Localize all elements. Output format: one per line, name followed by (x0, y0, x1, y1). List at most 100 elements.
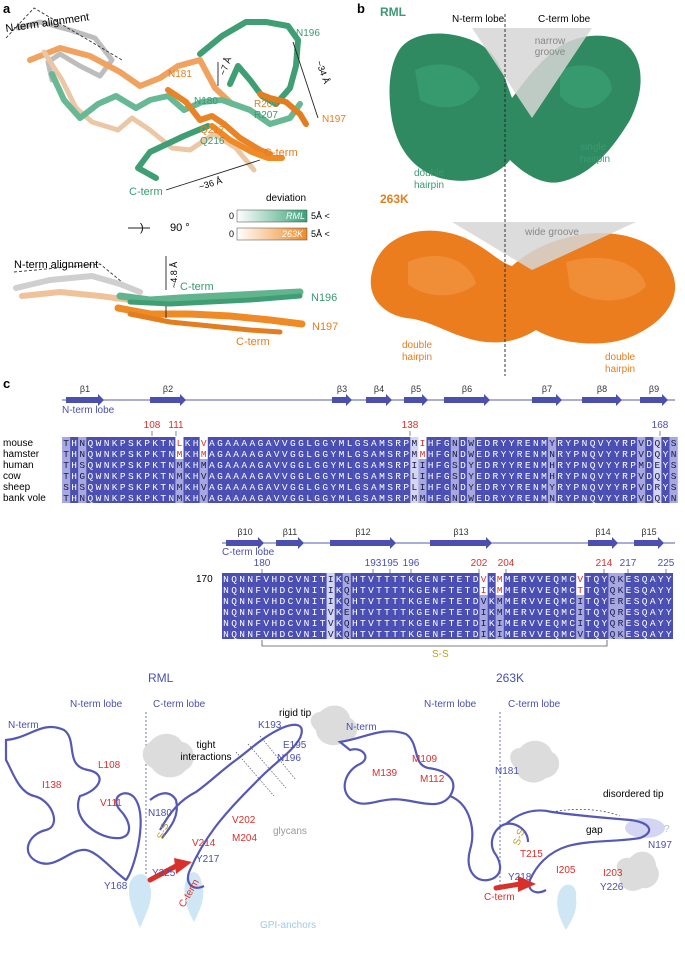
residue-cell: N (168, 460, 174, 471)
k263-hairpin-right-2: hairpin (605, 364, 635, 375)
residue-cell: Q (654, 493, 660, 504)
residue-cell: R (517, 438, 523, 449)
residue-cell: P (144, 471, 150, 482)
row1-strands: β1 β2 β3 β4 β5 β6 β7 β8 β9 (66, 384, 668, 406)
residue-cell: S (387, 460, 393, 471)
rml-ss: S-S (155, 821, 171, 841)
residue-cell: T (585, 618, 591, 629)
residue-cell: N (104, 460, 110, 471)
residue-cell: D (484, 471, 490, 482)
residue-cell: M (505, 585, 511, 596)
residue-cell: N (582, 460, 588, 471)
residue-cell: M (505, 629, 511, 640)
residue-cell: I (328, 574, 334, 585)
residue-cell: P (573, 493, 579, 504)
rml-y168: Y168 (104, 881, 128, 892)
residue-cell: R (521, 618, 527, 629)
residue-cell: T (384, 629, 390, 640)
residue-cell: E (525, 438, 531, 449)
strand-β8: β8 (582, 384, 622, 406)
residue-cell: D (473, 618, 479, 629)
residue-cell: T (392, 574, 398, 585)
residue-cell: N (533, 482, 539, 493)
residue-cell: G (298, 471, 304, 482)
residue-cell: I (481, 629, 487, 640)
residue-cell: H (71, 471, 77, 482)
residue-cell: I (577, 618, 583, 629)
residue-cell: N (247, 618, 253, 629)
residue-number: 196 (403, 558, 420, 569)
residue-cell: A (650, 618, 656, 629)
residue-cell: M (411, 449, 417, 460)
residue-cell: A (233, 471, 239, 482)
residue-cell: G (258, 471, 264, 482)
residue-cell: I (312, 618, 318, 629)
residue-cell: I (312, 629, 318, 640)
alignment-bracket (5, 7, 123, 61)
residue-cell: G (298, 482, 304, 493)
residue-cell: D (460, 482, 466, 493)
residue-cell: A (249, 482, 255, 493)
residue-cell: I (420, 482, 426, 493)
residue-cell: P (403, 460, 409, 471)
residue-cell: A (241, 449, 247, 460)
residue-cell: R (492, 449, 498, 460)
residue-cell: G (314, 482, 320, 493)
residue-cell: M (561, 574, 567, 585)
residue-cell: T (465, 585, 471, 596)
residue-cell: M (339, 493, 345, 504)
residue-cell: Y (501, 482, 507, 493)
residue-cell: V (598, 493, 604, 504)
residue-cell: N (239, 618, 245, 629)
residue-cell: S (363, 449, 369, 460)
residue-cell: Q (231, 574, 237, 585)
residue-cell: V (296, 629, 302, 640)
label-cterm-orange: C-term (264, 147, 298, 159)
k263-hairpin-left-2: hairpin (402, 352, 432, 363)
residue-cell: H (71, 449, 77, 460)
residue-cell: E (513, 574, 519, 585)
residue-cell: D (460, 471, 466, 482)
residue-cell: P (630, 460, 636, 471)
alignment-bracket-side (13, 263, 123, 283)
residue-cell: G (290, 482, 296, 493)
residue-cell: E (476, 471, 482, 482)
svg-text:5Å <: 5Å < (311, 211, 330, 221)
row2-strands: β10 β11 β12 β13 β14 β15 (226, 527, 664, 549)
residue-cell: Y (330, 460, 336, 471)
residue-cell: K (336, 618, 342, 629)
residue-cell: F (441, 574, 447, 585)
residue-cell: H (428, 493, 434, 504)
residue-cell: K (152, 471, 158, 482)
residue-cell: D (484, 449, 490, 460)
residue-cell: R (517, 471, 523, 482)
residue-cell: V (328, 618, 334, 629)
residue-cell: N (223, 629, 229, 640)
residue-cell: L (306, 471, 312, 482)
residue-cell: N (239, 585, 245, 596)
residue-cell: P (630, 493, 636, 504)
residue-cell: T (320, 607, 326, 618)
residue-cell: Y (549, 438, 555, 449)
residue-cell: C (288, 574, 294, 585)
residue-cell: K (185, 471, 191, 482)
residue-cell: T (320, 574, 326, 585)
residue-cell: S (363, 482, 369, 493)
residue-cell: I (312, 607, 318, 618)
residue-cell: Q (344, 629, 350, 640)
residue-cell: T (160, 482, 166, 493)
residue-cell: M (339, 438, 345, 449)
residue-cell: G (314, 460, 320, 471)
residue-cell: Y (614, 471, 620, 482)
residue-cell: T (400, 629, 406, 640)
residue-cell: R (521, 629, 527, 640)
residue-cell: T (376, 574, 382, 585)
side-cterm-green: C-term (180, 281, 214, 293)
residue-cell: N (533, 471, 539, 482)
residue-cell: A (371, 460, 377, 471)
residue-cell: P (403, 438, 409, 449)
residue-cell: M (505, 607, 511, 618)
residue-cell: E (476, 438, 482, 449)
rml-nterm: N-term (8, 720, 39, 731)
legend-rml: 0 RML 5Å < (229, 209, 330, 223)
